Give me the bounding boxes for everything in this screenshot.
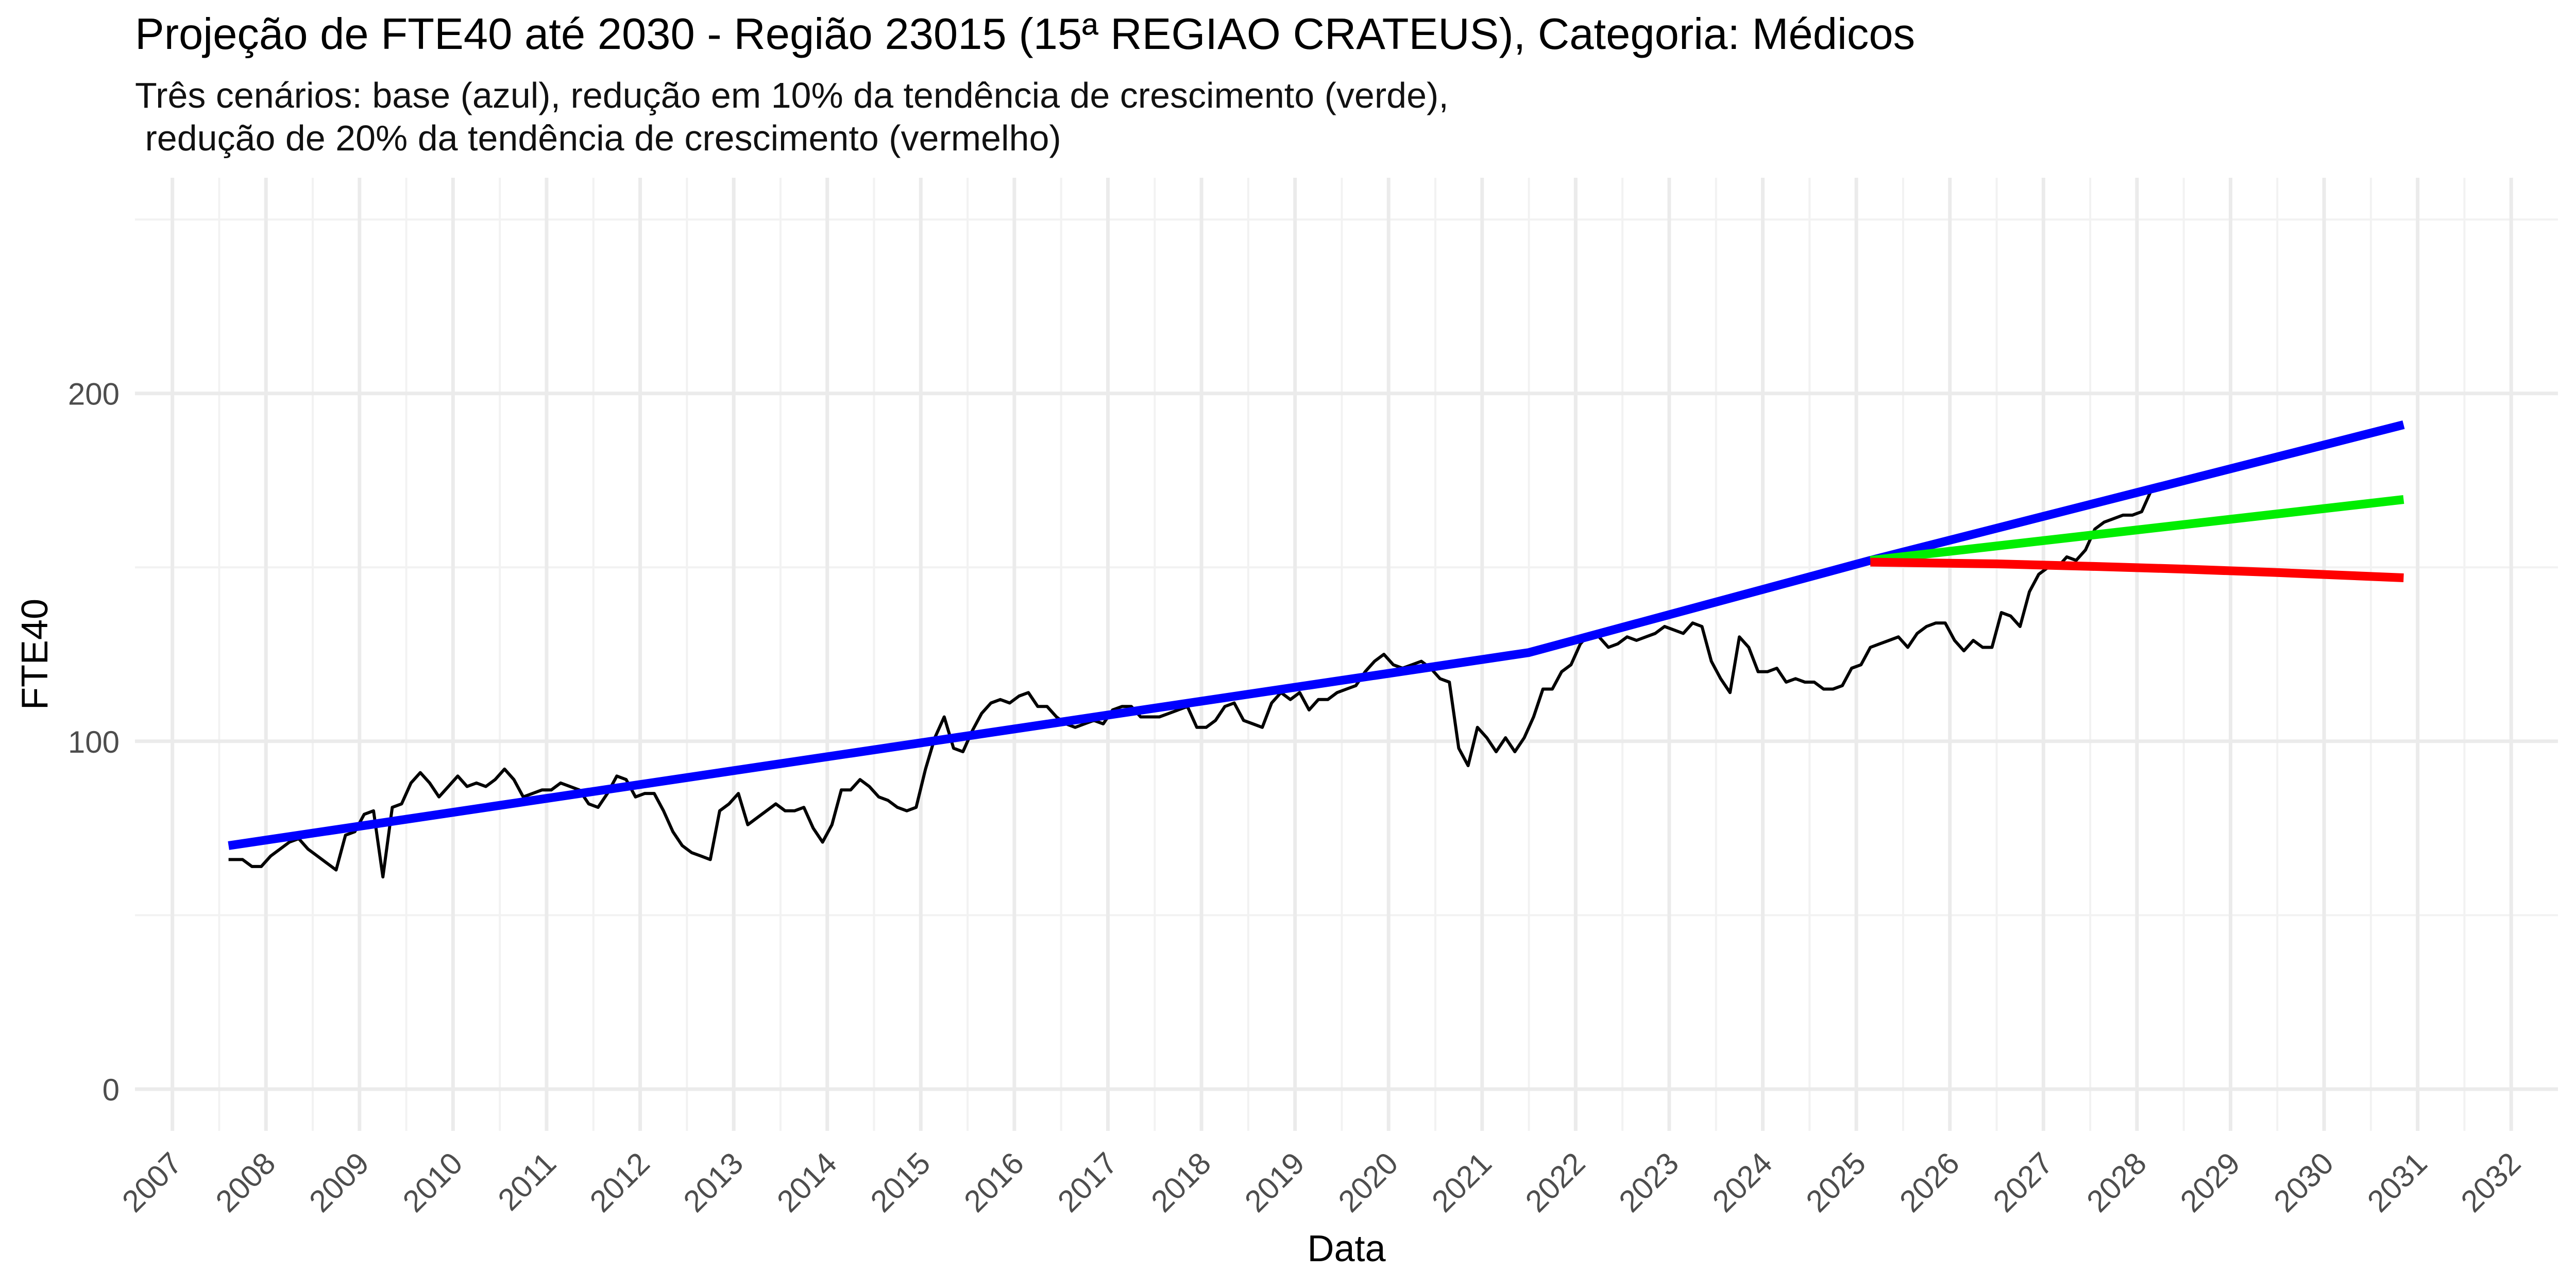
x-tick-label: 2029 bbox=[2174, 1146, 2247, 1219]
x-tick-label: 2032 bbox=[2454, 1146, 2528, 1219]
chart-subtitle-line-2: redução de 20% da tendência de crescimen… bbox=[135, 118, 1061, 158]
x-tick-label: 2013 bbox=[677, 1146, 750, 1219]
x-tick-label: 2019 bbox=[1238, 1146, 1311, 1219]
x-tick-label: 2014 bbox=[770, 1146, 843, 1219]
chart-title: Projeção de FTE40 até 2030 - Região 2301… bbox=[135, 10, 1916, 59]
x-tick-label: 2016 bbox=[957, 1146, 1030, 1219]
x-tick-label: 2024 bbox=[1706, 1146, 1779, 1219]
series-line-3 bbox=[1870, 557, 2404, 582]
x-tick-label: 2007 bbox=[115, 1146, 189, 1219]
series-line-0 bbox=[228, 486, 2161, 879]
y-axis-label: FTE40 bbox=[14, 599, 56, 710]
y-tick-label: 100 bbox=[68, 725, 120, 759]
x-tick-label: 2028 bbox=[2080, 1146, 2153, 1219]
x-tick-label: 2031 bbox=[2361, 1146, 2434, 1219]
x-tick-label: 2023 bbox=[1612, 1146, 1685, 1219]
x-tick-label: 2027 bbox=[1987, 1146, 2060, 1219]
chart-subtitle-line-1: Três cenários: base (azul), redução em 1… bbox=[135, 75, 1449, 115]
x-tick-label: 2012 bbox=[583, 1146, 656, 1219]
x-axis-label: Data bbox=[1307, 1228, 1386, 1269]
x-tick-label: 2022 bbox=[1519, 1146, 1592, 1219]
x-tick-label: 2017 bbox=[1051, 1146, 1124, 1219]
y-tick-label: 200 bbox=[68, 377, 120, 412]
x-tick-label: 2026 bbox=[1893, 1146, 1966, 1219]
x-tick-label: 2025 bbox=[1800, 1146, 1873, 1219]
x-tick-label: 2009 bbox=[302, 1146, 376, 1219]
series-line-2 bbox=[1870, 495, 2404, 565]
x-tick-label: 2018 bbox=[1144, 1146, 1217, 1219]
x-tick-label: 2010 bbox=[396, 1146, 469, 1219]
x-tick-label: 2008 bbox=[209, 1146, 282, 1219]
x-tick-label: 2030 bbox=[2267, 1146, 2340, 1219]
x-tick-label: 2021 bbox=[1425, 1146, 1498, 1219]
x-tick-label: 2011 bbox=[492, 1146, 563, 1217]
x-tick-label: 2020 bbox=[1332, 1146, 1405, 1219]
y-tick-label: 0 bbox=[103, 1073, 120, 1107]
series-line-1 bbox=[228, 420, 2405, 850]
x-tick-label: 2015 bbox=[864, 1146, 937, 1219]
